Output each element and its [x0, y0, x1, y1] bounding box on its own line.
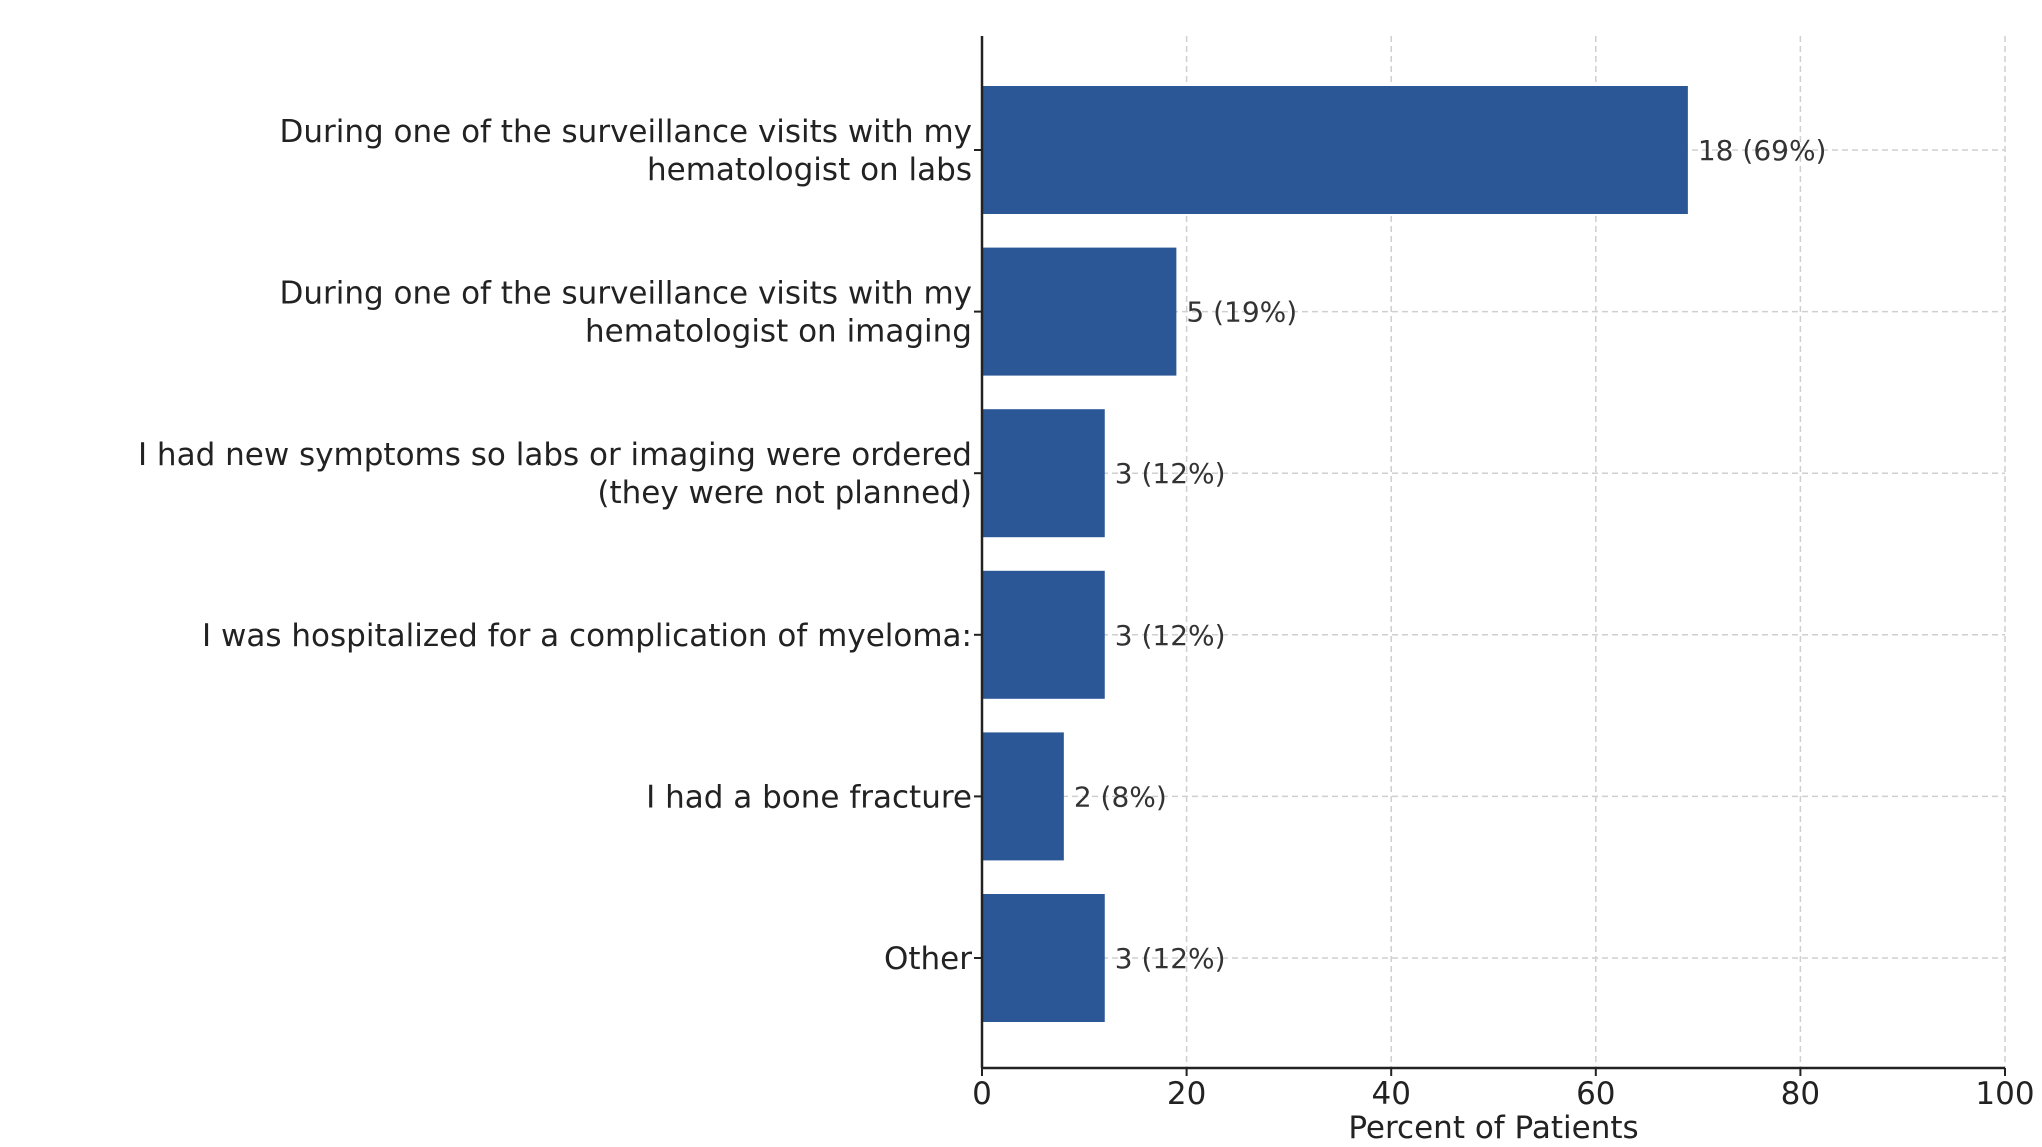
category-label-line: hematologist on labs: [647, 152, 972, 188]
x-tick-label-4: 80: [1781, 1076, 1820, 1112]
x-axis-title: Percent of Patients: [1348, 1110, 1638, 1143]
category-label-line: Other: [884, 941, 972, 977]
category-label-line: I had a bone fracture: [646, 779, 972, 815]
category-label-5: Other: [884, 941, 972, 977]
category-label-line: During one of the surveillance visits wi…: [279, 276, 972, 312]
category-label-4: I had a bone fracture: [646, 779, 972, 815]
axes: [974, 36, 2006, 1076]
bar-0: [982, 86, 1688, 214]
data-label-1: 5 (19%): [1186, 296, 1297, 329]
category-label-line: During one of the surveillance visits wi…: [279, 114, 972, 150]
x-tick-label-5: 100: [1975, 1076, 2034, 1112]
category-label-2: I had new symptoms so labs or imaging we…: [138, 437, 972, 511]
bar-3: [982, 570, 1105, 699]
bar-4: [982, 732, 1064, 861]
data-label-5: 3 (12%): [1115, 942, 1226, 975]
bar-1: [982, 247, 1177, 376]
category-label-line: I had new symptoms so labs or imaging we…: [138, 437, 972, 473]
x-tick-label-3: 60: [1576, 1076, 1615, 1112]
category-label-line: (they were not planned): [597, 475, 972, 511]
bar-2: [982, 409, 1105, 538]
x-tick-label-0: 0: [972, 1076, 992, 1112]
category-label-line: I was hospitalized for a complication of…: [202, 618, 972, 654]
x-tick-label-1: 20: [1167, 1076, 1206, 1112]
category-label-3: I was hospitalized for a complication of…: [202, 618, 972, 654]
data-label-3: 3 (12%): [1115, 619, 1226, 652]
data-label-2: 3 (12%): [1115, 457, 1226, 490]
category-label-1: During one of the surveillance visits wi…: [279, 276, 972, 350]
x-tick-label-2: 40: [1371, 1076, 1410, 1112]
bar-5: [982, 894, 1105, 1022]
category-label-0: During one of the surveillance visits wi…: [279, 114, 972, 188]
data-label-0: 18 (69%): [1698, 134, 1827, 167]
category-label-line: hematologist on imaging: [585, 314, 972, 350]
data-label-4: 2 (8%): [1074, 780, 1167, 813]
bars: [982, 86, 1688, 1022]
labels: 18 (69%) 5 (19%) 3 (12%) 3 (12%) 2 (8%) 3 (12…: [138, 114, 2035, 1146]
